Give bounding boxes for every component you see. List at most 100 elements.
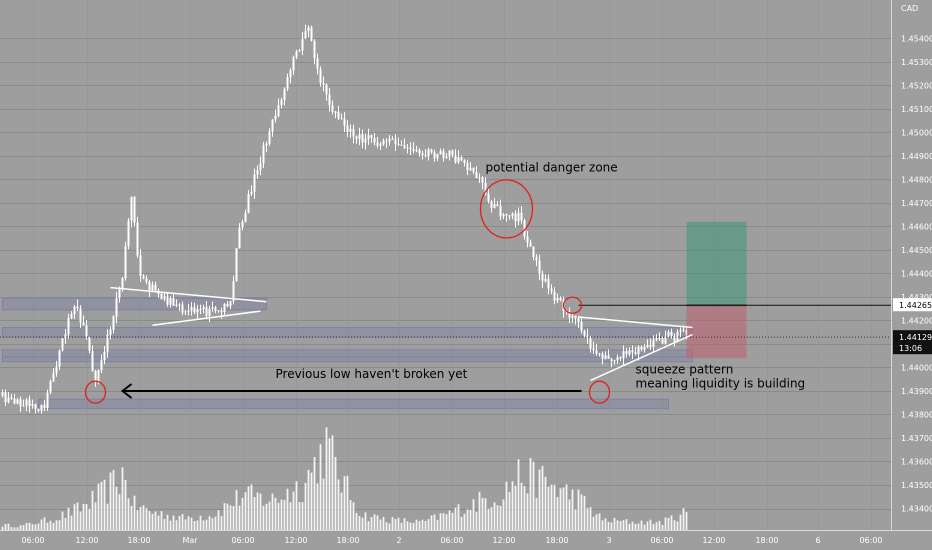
volume-bar — [52, 522, 55, 530]
volume-bar — [169, 520, 172, 530]
volume-bar — [145, 508, 148, 530]
candle-body — [373, 137, 376, 143]
volume-bar — [478, 491, 481, 530]
candle-body — [466, 163, 469, 171]
volume-bar — [592, 516, 595, 530]
supply-demand-zone — [2, 356, 693, 363]
candle-body — [97, 370, 100, 382]
volume-bar — [430, 515, 433, 530]
volume-bar — [337, 479, 340, 530]
volume-bar — [277, 502, 280, 530]
supply-demand-zone — [2, 297, 267, 311]
volume-bar — [196, 520, 199, 530]
volume-bar — [424, 520, 427, 530]
candle-body — [199, 309, 202, 311]
volume-bar — [526, 493, 529, 530]
candle-body — [661, 338, 664, 344]
label-layer: potential danger zone Previous low haven'… — [276, 160, 806, 390]
candle-body — [145, 278, 148, 283]
volume-bar — [676, 521, 679, 530]
volume-bar — [484, 498, 487, 530]
candle-body — [505, 214, 508, 216]
candle-body — [643, 347, 646, 350]
candle-body — [268, 131, 271, 144]
candle-body — [136, 222, 139, 256]
candle-body — [481, 177, 484, 183]
candle-body — [640, 346, 643, 350]
candle-body — [670, 331, 673, 336]
volume-bar — [472, 499, 475, 530]
y-tick-label: 1.44900 — [901, 152, 932, 161]
y-tick-label: 1.45300 — [901, 58, 932, 67]
candle-body — [652, 339, 655, 347]
candle-body — [307, 27, 310, 32]
candle-body — [535, 257, 538, 261]
volume-bar — [562, 487, 565, 530]
candle-body — [259, 163, 262, 171]
candle-body — [475, 171, 478, 179]
candle-body — [595, 350, 598, 354]
volume-bar — [514, 485, 517, 530]
volume-bar — [361, 517, 364, 530]
volume-bar — [16, 527, 19, 530]
volume-bar — [214, 516, 217, 530]
volume-bar — [37, 523, 40, 530]
volume-bar — [511, 481, 514, 530]
candle-body — [445, 156, 448, 158]
candle-body — [328, 94, 331, 106]
candle-body — [517, 212, 520, 222]
volume-bar — [133, 495, 136, 530]
volume-bar — [298, 502, 301, 530]
volume-bar — [25, 523, 28, 530]
volume-bar — [82, 503, 85, 530]
candle-body — [424, 155, 427, 157]
volume-bar — [73, 504, 76, 530]
candle-body — [673, 335, 676, 342]
candle-body — [106, 334, 109, 352]
volume-bar — [244, 492, 247, 530]
candle-body — [658, 338, 661, 340]
candle-body — [574, 315, 577, 319]
volume-bar — [661, 524, 664, 530]
volume-bar — [310, 472, 313, 530]
current-price-countdown: 13:06 — [899, 344, 922, 353]
volume-bar — [334, 457, 337, 530]
price-marker-tag — [893, 298, 932, 312]
volume-bar — [340, 492, 343, 530]
volume-bar — [508, 491, 511, 530]
y-tick-label: 1.44600 — [901, 223, 932, 232]
candle-body — [223, 303, 226, 312]
volume-bar — [652, 524, 655, 530]
candle-body — [16, 399, 19, 404]
candle-body — [646, 344, 649, 348]
volume-bar — [622, 520, 625, 530]
highlight-circle — [588, 380, 611, 404]
position-profit-zone — [686, 221, 747, 306]
candle-body — [430, 149, 433, 153]
currency-label: CAD — [901, 4, 918, 13]
volume-bar — [85, 504, 88, 530]
candle-body — [277, 105, 280, 116]
candle-body — [250, 192, 253, 194]
candle-body — [55, 366, 58, 374]
volume-bar — [139, 507, 142, 530]
overlay-layer — [0, 179, 891, 404]
candle-body — [664, 336, 667, 344]
y-tick-label: 1.44500 — [901, 246, 932, 255]
candle-body — [355, 136, 358, 139]
volume-bar — [295, 481, 298, 530]
candle-body — [589, 337, 592, 349]
volume-bar — [280, 499, 283, 530]
volume-bar — [466, 509, 469, 530]
volume-bar — [535, 497, 538, 530]
candle-body — [112, 316, 115, 330]
candle-body — [418, 150, 421, 154]
volume-bar — [457, 504, 460, 530]
volume-bar — [544, 476, 547, 530]
volume-bar — [304, 482, 307, 530]
volume-bar — [94, 502, 97, 530]
volume-bar — [532, 461, 535, 530]
x-tick-label: 6 — [815, 536, 820, 545]
